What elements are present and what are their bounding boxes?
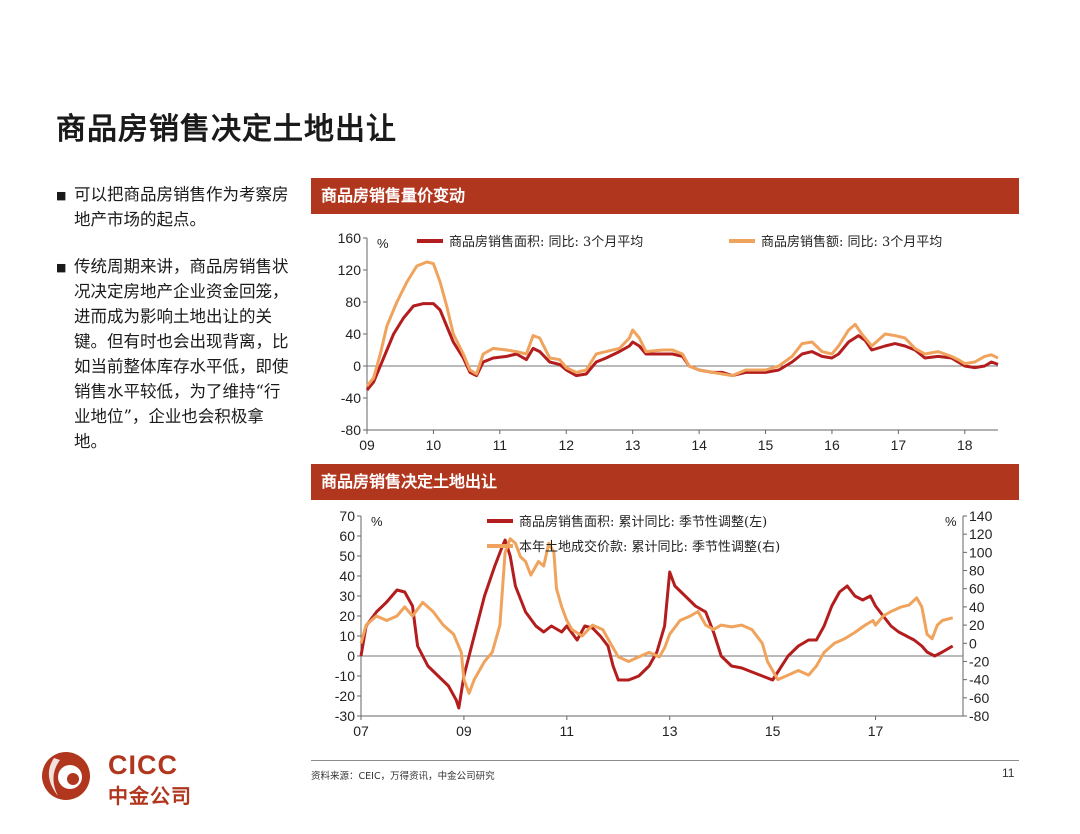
- chart2-y-right-tick-label: 80: [969, 563, 985, 579]
- chart1-y-tick-label: 80: [345, 294, 361, 310]
- chart1-y-tick-label: 40: [345, 326, 361, 342]
- chart2-title: 商品房销售决定土地出让: [311, 464, 1019, 500]
- square-bullet-icon: ■: [56, 189, 67, 202]
- chart2-y-right-tick-label: -20: [969, 653, 989, 669]
- chart1-y-axis-unit: %: [377, 236, 389, 251]
- chart2-y-tick-label: 70: [339, 508, 355, 524]
- bullet-list: ■ 可以把商品房销售作为考察房地产市场的起点。 ■ 传统周期来讲，商品房销售状况…: [56, 182, 296, 476]
- cicc-logo-icon: [42, 752, 90, 800]
- chart1-series-line-1: [365, 302, 999, 391]
- chart2-y-tick-label: -30: [335, 708, 355, 724]
- bullet-text: 传统周期来讲，商品房销售状况决定房地产企业资金回笼，进而成为影响土地出让的关键。…: [74, 257, 289, 451]
- chart1-plot: -80 -40 0 40 80 120 160 % 09 10 11 12 13 14 15 16 17 18 商品…: [338, 230, 999, 453]
- chart2-y-right-tick-label: -40: [969, 672, 989, 688]
- chart2-y-right-tick-label: 140: [969, 508, 993, 524]
- chart1-series-line-2: [365, 260, 999, 387]
- footer-divider: [311, 760, 1019, 761]
- chart1-title: 商品房销售量价变动: [311, 178, 1019, 214]
- chart1-x-tick-label: 10: [426, 437, 442, 453]
- chart2-plot: -30 -20 -10 0 10 20 30 40 50 60 70 % -80 -60 -40 -20 0 20…: [335, 508, 993, 739]
- bullet-text: 可以把商品房销售作为考察房地产市场的起点。: [74, 185, 289, 229]
- chart2-x-tick-label: 09: [456, 723, 472, 739]
- chart2-series-line-1: [359, 538, 954, 710]
- chart2-y-right-tick-label: 120: [969, 526, 993, 542]
- chart2-y-tick-label: 40: [339, 568, 355, 584]
- chart2-legend-label-2: 本年土地成交价款: 累计同比: 季节性调整(右): [519, 539, 780, 555]
- logo-text-cn: 中金公司: [108, 784, 192, 808]
- page-title: 商品房销售决定土地出让: [56, 112, 397, 147]
- chart1-x-tick-label: 11: [493, 437, 508, 453]
- chart2-series-line-2: [359, 537, 954, 695]
- chart2-y-tick-label: -20: [335, 688, 355, 704]
- chart2-y-tick-label: 10: [339, 628, 355, 644]
- chart1-x-tick-label: 14: [691, 437, 707, 453]
- chart2-y-tick-label: 20: [339, 608, 355, 624]
- chart2-y-tick-label: 60: [339, 528, 355, 544]
- chart2-y-right-tick-label: 0: [969, 635, 977, 651]
- bullet-item: ■ 传统周期来讲，商品房销售状况决定房地产企业资金回笼，进而成为影响土地出让的关…: [56, 254, 296, 454]
- chart2-y-axis-unit: %: [371, 514, 383, 529]
- chart2-y-tick-label: 0: [347, 648, 355, 664]
- chart1-x-tick-label: 18: [957, 437, 973, 453]
- chart2-x-tick-label: 15: [765, 723, 781, 739]
- chart1-y-tick-label: -40: [341, 390, 361, 406]
- chart2-y-right-tick-label: 40: [969, 599, 985, 615]
- chart1-x-tick-label: 09: [359, 437, 375, 453]
- chart2-y-right-tick-label: 20: [969, 617, 985, 633]
- chart2-y-tick-label: -10: [335, 668, 355, 684]
- chart2-y-right-tick-label: 60: [969, 581, 985, 597]
- chart2-y-right-tick-label: 100: [969, 544, 993, 560]
- chart1-y-tick-label: 0: [353, 358, 361, 374]
- chart1-y-tick-label: 120: [338, 262, 362, 278]
- chart2-y-right-tick-label: -80: [969, 708, 989, 724]
- square-bullet-icon: ■: [56, 261, 67, 274]
- chart1-x-tick-label: 15: [758, 437, 774, 453]
- chart2-y-right-tick-label: -60: [969, 690, 989, 706]
- chart2-x-tick-label: 17: [868, 723, 884, 739]
- source-note: 资料来源：CEIC，万得资讯，中金公司研究: [311, 771, 495, 782]
- logo-text-en: CICC: [108, 750, 178, 780]
- cicc-logo: CICC 中金公司: [40, 748, 210, 808]
- chart1-x-tick-label: 13: [625, 437, 641, 453]
- chart2-x-tick-label: 13: [662, 723, 678, 739]
- chart1-y-tick-label: -80: [341, 422, 361, 438]
- chart1-x-tick-label: 12: [558, 437, 574, 453]
- page-number: 11: [1002, 766, 1015, 780]
- chart2-y-axis-right-unit: %: [945, 514, 957, 529]
- chart2-x-tick-label: 07: [353, 723, 369, 739]
- chart2-y-tick-label: 50: [339, 548, 355, 564]
- chart2-x-tick-label: 11: [560, 723, 575, 739]
- chart2-y-tick-label: 30: [339, 588, 355, 604]
- bullet-item: ■ 可以把商品房销售作为考察房地产市场的起点。: [56, 182, 296, 232]
- chart1-legend-label-2: 商品房销售额: 同比: 3个月平均: [761, 234, 942, 250]
- chart1-legend-label-1: 商品房销售面积: 同比: 3个月平均: [449, 234, 643, 250]
- chart1-x-tick-label: 17: [891, 437, 907, 453]
- chart1-y-tick-label: 160: [338, 230, 362, 246]
- chart2-legend-label-1: 商品房销售面积: 累计同比: 季节性调整(左): [519, 514, 767, 530]
- chart1-x-tick-label: 16: [824, 437, 840, 453]
